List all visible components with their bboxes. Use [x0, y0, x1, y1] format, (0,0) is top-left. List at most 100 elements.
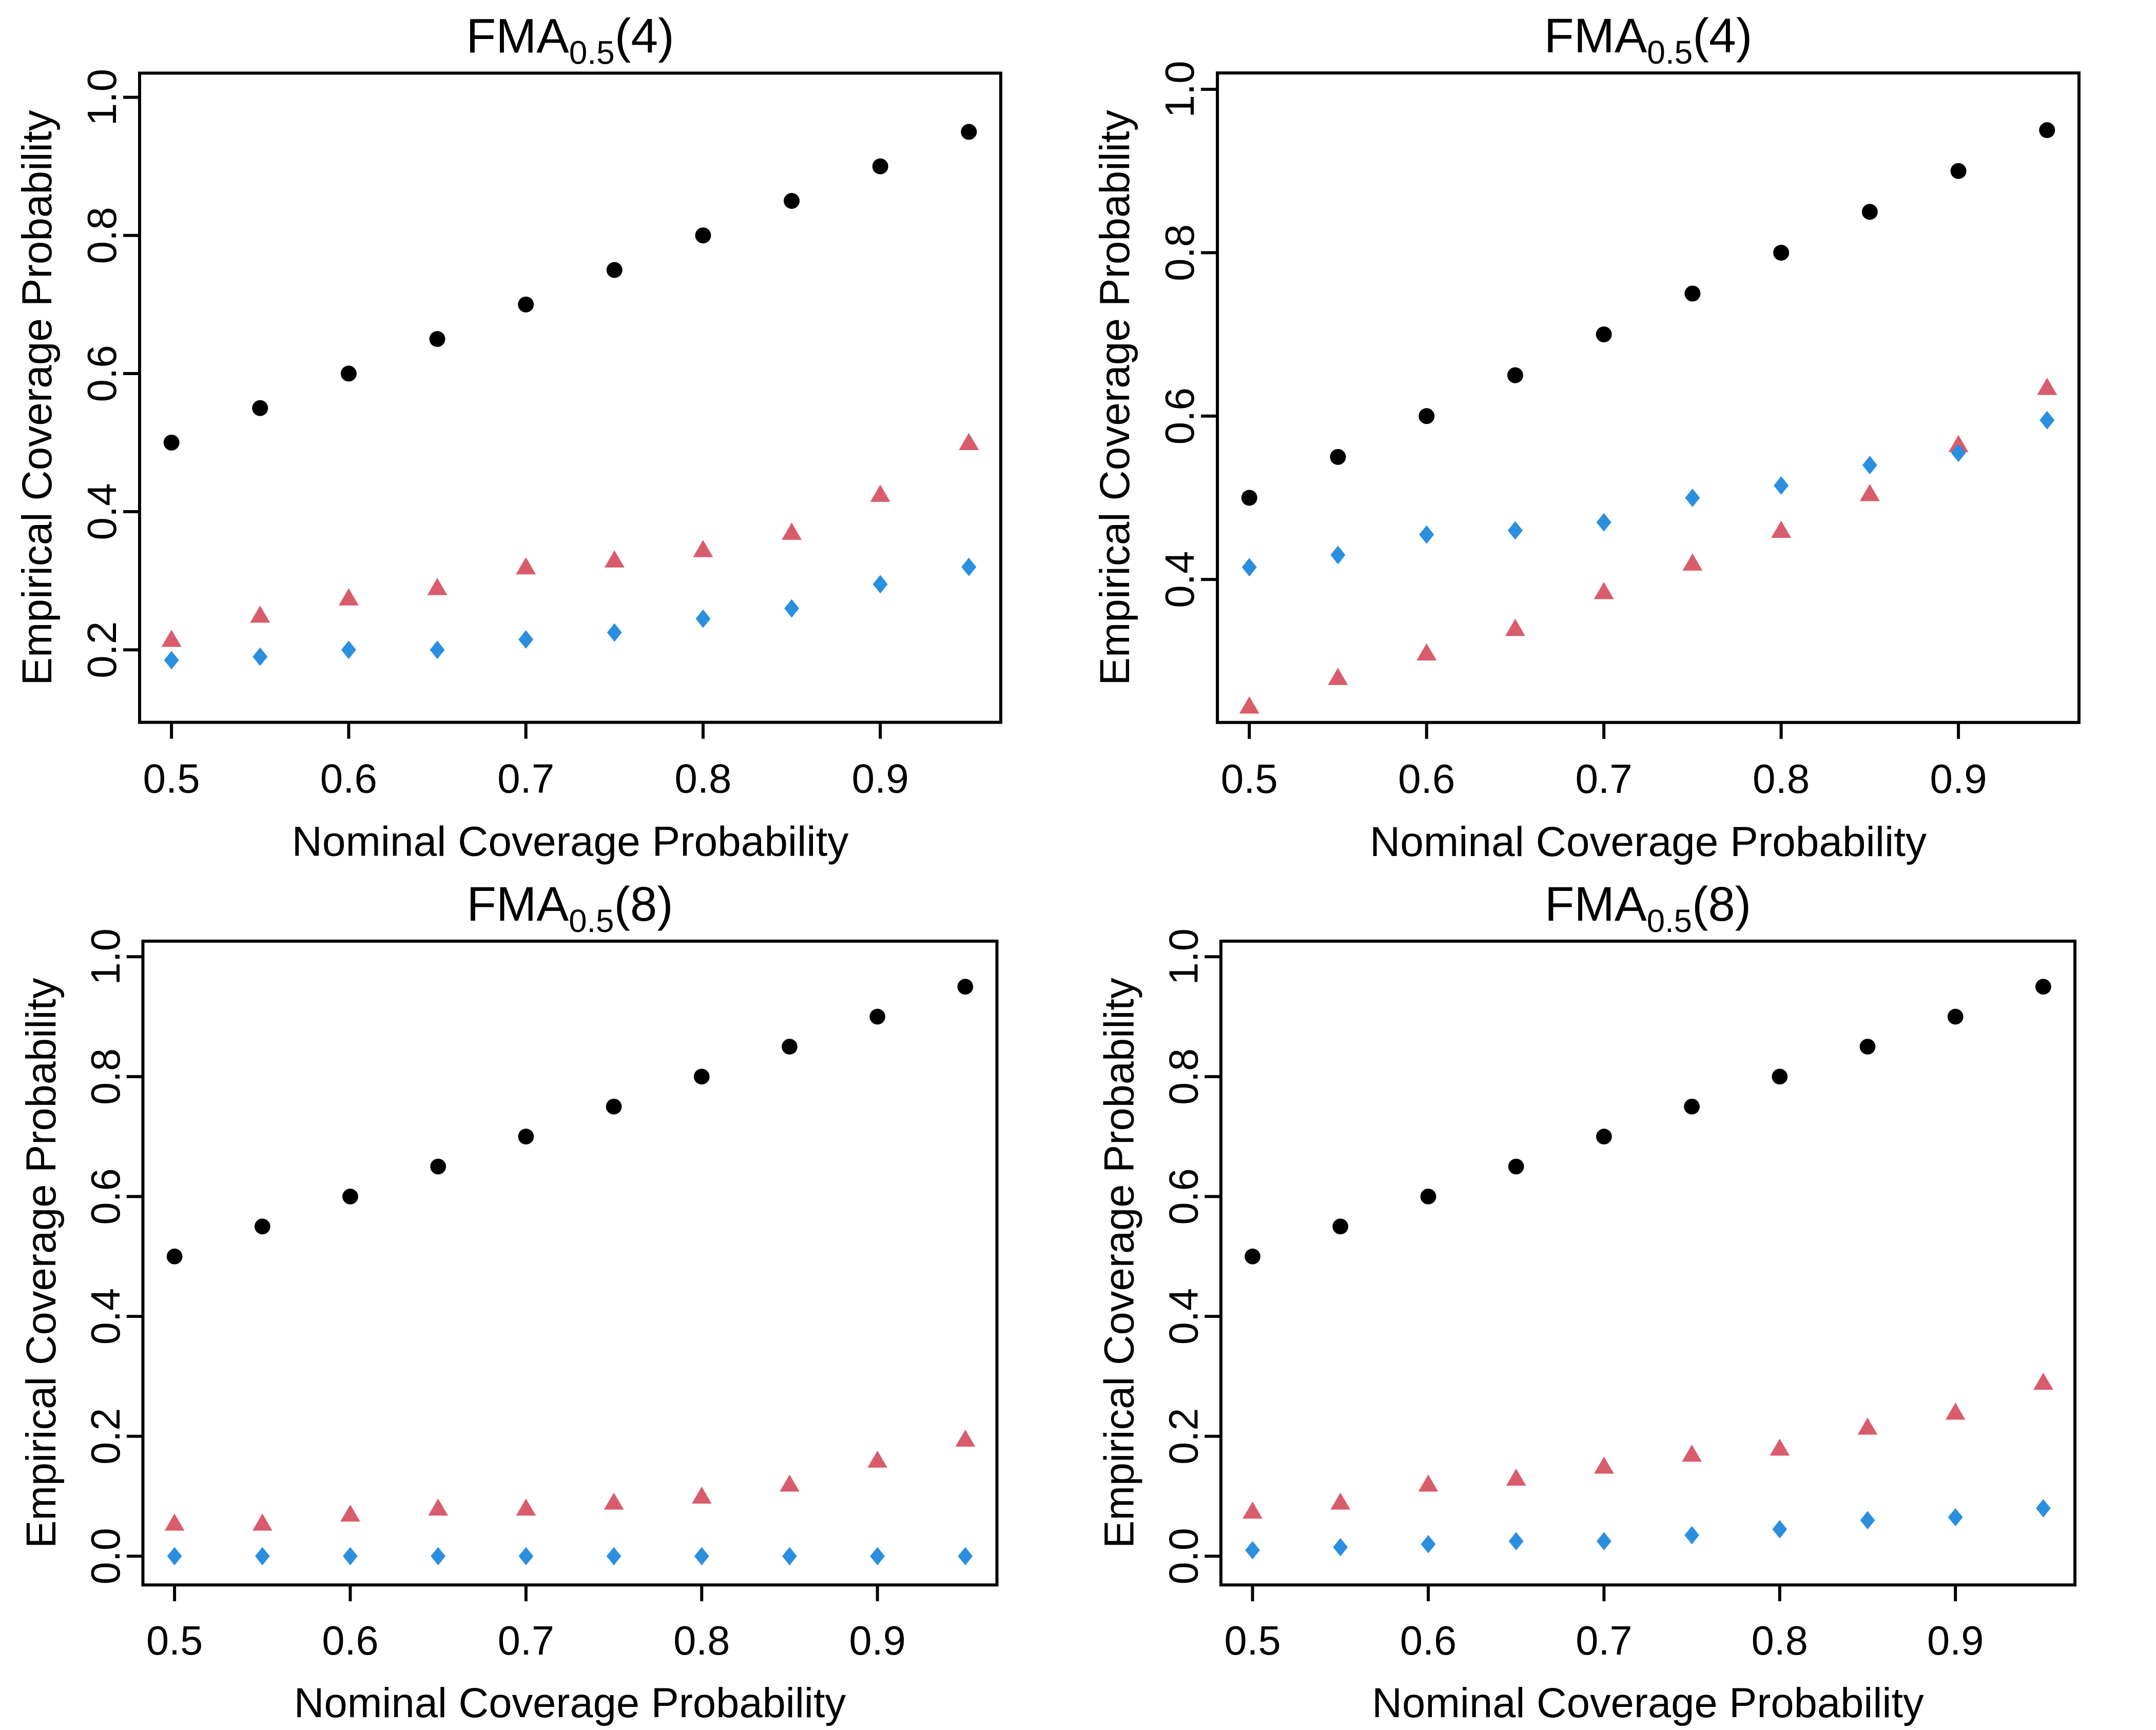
data-point-triangle [516, 557, 536, 575]
x-axis-label: Nominal Coverage Probability [1370, 819, 1927, 865]
data-point-diamond [1419, 525, 1434, 544]
data-point-triangle [782, 522, 802, 540]
data-point-triangle [1505, 618, 1525, 636]
plot-box [138, 71, 1002, 724]
x-tick-label: 0.7 [497, 756, 554, 802]
data-point-triangle [1857, 1417, 1878, 1435]
plot-box [141, 939, 999, 1587]
data-point-diamond [255, 1547, 270, 1566]
data-point-circle [782, 1039, 798, 1055]
data-point-diamond [343, 1547, 358, 1566]
data-point-circle [1684, 1098, 1700, 1115]
data-point-diamond [1772, 1520, 1788, 1539]
y-tick-label: 1.0 [1160, 928, 1206, 985]
y-axis-label: Empirical Coverage Probability [1096, 978, 1142, 1548]
data-point-triangle [164, 1513, 185, 1531]
data-point-diamond [782, 1547, 797, 1566]
data-point-circle [1596, 1129, 1612, 1145]
data-point-diamond [430, 640, 445, 659]
data-point-triangle [1859, 484, 1880, 501]
data-point-circle [342, 1189, 358, 1204]
x-tick-label: 0.8 [674, 756, 731, 802]
data-point-diamond [1684, 1526, 1699, 1545]
data-point-diamond [1951, 443, 1966, 462]
y-tick-label: 0.8 [1160, 1048, 1206, 1105]
data-point-circle [1947, 1008, 1964, 1025]
y-tick-label: 1.0 [79, 69, 125, 126]
data-point-diamond [1507, 521, 1523, 540]
data-point-diamond [167, 1547, 182, 1566]
panel-title-subscript: 0.5 [1647, 34, 1693, 71]
panel-title-base: FMA [1545, 877, 1647, 931]
data-point-circle [1245, 1248, 1260, 1265]
data-point-circle [957, 979, 974, 995]
scatter-plot-fma8-right: 0.5 0.6 0.7 0.8 0.9 0.0 0.2 0.4 0.6 0.8 1.0 Nominal… [1096, 877, 2076, 1726]
data-point-triangle [959, 433, 979, 450]
data-point-diamond [1774, 476, 1789, 495]
data-point-triangle [1506, 1468, 1526, 1486]
x-tick-label: 0.5 [143, 756, 200, 802]
data-point-diamond [341, 640, 356, 659]
data-point-diamond [1241, 558, 1257, 577]
data-point-circle [163, 434, 180, 451]
data-point-diamond [164, 651, 179, 670]
data-point-triangle [1239, 696, 1259, 714]
data-point-triangle [604, 1492, 624, 1510]
x-axis-label: Nominal Coverage Probability [294, 1680, 846, 1726]
x-tick-label: 0.7 [1576, 756, 1633, 802]
data-point-diamond [1596, 513, 1611, 532]
data-point-circle [252, 400, 268, 416]
x-tick-label: 0.5 [1224, 1618, 1280, 1663]
data-point-circle [606, 262, 623, 278]
data-point-circle [2035, 979, 2051, 995]
x-tick-label: 0.6 [1398, 756, 1455, 802]
data-point-diamond [2040, 411, 2055, 430]
panel-title-base: FMA [1544, 9, 1647, 63]
data-point-triangle [691, 1486, 712, 1504]
data-point-triangle [338, 588, 359, 606]
y-tick-label: 1.0 [83, 928, 128, 985]
data-point-diamond [431, 1547, 446, 1566]
data-point-triangle [867, 1450, 888, 1468]
data-point-diamond [1597, 1532, 1611, 1550]
data-point-circle [1773, 244, 1790, 261]
data-point-circle [1684, 285, 1701, 302]
data-point-diamond [961, 557, 977, 576]
scatter-plot-fma4-right: 0.5 0.6 0.7 0.8 0.9 0.4 0.6 0.8 1.0 Nominal Cover… [1092, 9, 2081, 865]
data-point-diamond [695, 609, 711, 628]
x-tick-label: 0.9 [1927, 1618, 1984, 1663]
data-point-circle [1950, 163, 1967, 179]
panel-title: FMA0.5(4) [1544, 9, 1753, 71]
panel-title-subscript: 0.5 [1647, 903, 1692, 939]
data-point-triangle [1242, 1501, 1262, 1519]
data-point-circle [1332, 1218, 1349, 1235]
y-tick-label: 0.4 [79, 483, 125, 540]
y-tick-label: 0.6 [79, 345, 125, 402]
panel-title-base: FMA [466, 9, 569, 64]
y-tick-label: 0.4 [1157, 551, 1202, 608]
y-tick-label: 0.0 [1160, 1528, 1206, 1584]
y-tick-label: 0.2 [1160, 1408, 1206, 1465]
data-point-circle [1420, 1189, 1436, 1204]
data-point-circle [254, 1218, 270, 1235]
y-tick-label: 0.6 [1157, 387, 1202, 444]
data-point-triangle [428, 1499, 449, 1516]
y-tick-label: 0.6 [1160, 1168, 1206, 1224]
data-point-diamond [1421, 1535, 1436, 1553]
data-point-diamond [1948, 1508, 1963, 1527]
panel-title-subscript: 0.5 [569, 903, 614, 939]
data-point-triangle [780, 1474, 800, 1492]
data-point-triangle [516, 1499, 536, 1516]
data-point-triangle [1328, 668, 1348, 685]
data-point-diamond [958, 1547, 973, 1566]
panel-fma4-right: 0.5 0.6 0.7 0.8 0.9 0.4 0.6 0.8 1.0 Nominal Cover… [1078, 0, 2156, 872]
data-point-triangle [2033, 1372, 2053, 1390]
panel-title: FMA0.5(4) [466, 9, 674, 71]
data-point-circle [869, 1008, 886, 1025]
data-point-diamond [2036, 1499, 2051, 1518]
data-point-triangle [161, 630, 182, 647]
data-point-circle [2039, 122, 2055, 139]
x-tick-label: 0.5 [146, 1618, 203, 1663]
panel-title-arg: (8) [614, 877, 673, 931]
data-point-diamond [1333, 1538, 1348, 1557]
